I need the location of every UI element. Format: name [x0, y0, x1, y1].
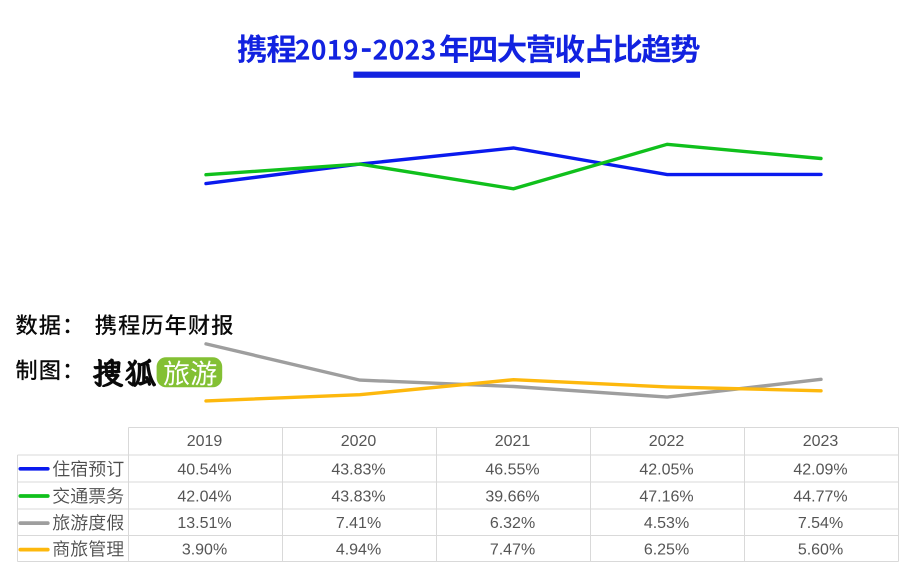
svg-text:2019: 2019 — [187, 433, 223, 450]
svg-text:13.51%: 13.51% — [177, 515, 231, 532]
svg-text:2021: 2021 — [495, 433, 531, 450]
svg-text:4.53%: 4.53% — [644, 515, 689, 532]
svg-text:39.66%: 39.66% — [485, 488, 539, 505]
svg-text:2022: 2022 — [649, 433, 685, 450]
svg-text:3.90%: 3.90% — [182, 541, 227, 558]
svg-text:43.83%: 43.83% — [331, 461, 385, 478]
svg-text:42.04%: 42.04% — [177, 488, 231, 505]
svg-text:5.60%: 5.60% — [798, 541, 843, 558]
svg-text:44.77%: 44.77% — [793, 488, 847, 505]
svg-text:7.54%: 7.54% — [798, 515, 843, 532]
svg-text:7.47%: 7.47% — [490, 541, 535, 558]
svg-text:4.94%: 4.94% — [336, 541, 381, 558]
svg-text:2020: 2020 — [341, 433, 377, 450]
svg-text:46.55%: 46.55% — [485, 461, 539, 478]
svg-text:47.16%: 47.16% — [639, 488, 693, 505]
svg-text:42.05%: 42.05% — [639, 461, 693, 478]
svg-text:7.41%: 7.41% — [336, 515, 381, 532]
svg-text:42.09%: 42.09% — [793, 461, 847, 478]
svg-text:2023: 2023 — [803, 433, 839, 450]
svg-text:43.83%: 43.83% — [331, 488, 385, 505]
svg-text:6.32%: 6.32% — [490, 515, 535, 532]
svg-text:40.54%: 40.54% — [177, 461, 231, 478]
svg-text:6.25%: 6.25% — [644, 541, 689, 558]
